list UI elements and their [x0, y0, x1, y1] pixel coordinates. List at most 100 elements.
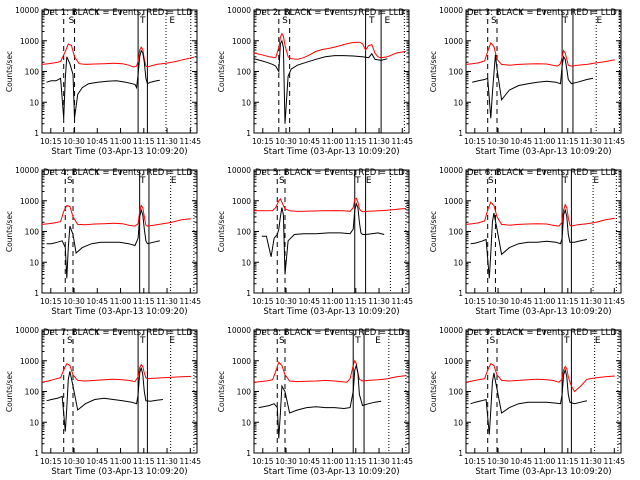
x-tick-label: 10:45 [86, 457, 108, 466]
y-tick-label: 1 [34, 289, 39, 298]
x-tick-label: 10:30 [487, 137, 509, 146]
marker-label: S [67, 336, 73, 346]
y-tick-label: 100 [25, 228, 40, 237]
marker-label: T [354, 176, 361, 186]
x-tick-label: 11:45 [603, 137, 625, 146]
y-tick-label: 1000 [444, 357, 463, 366]
marker-label: E [366, 176, 372, 186]
marker-label: E [595, 336, 601, 346]
y-tick-label: 100 [237, 228, 252, 237]
y-tick-label: 1000 [444, 37, 463, 46]
y-tick-label: 1000 [232, 197, 251, 206]
y-tick-label: 10000 [227, 326, 251, 335]
x-axis-label: Start Time (03-Apr-13 10:09:20) [51, 467, 187, 477]
marker-label: S [67, 176, 73, 186]
marker-label: S [488, 176, 494, 186]
x-tick-label: 10:45 [86, 137, 108, 146]
x-tick-label: 10:15 [40, 137, 62, 146]
x-tick-label: 10:15 [40, 297, 62, 306]
marker-label: T [561, 16, 568, 26]
x-tick-label: 11:45 [391, 137, 413, 146]
x-tick-label: 11:15 [557, 457, 579, 466]
marker-label: E [171, 176, 177, 186]
y-tick-label: 1000 [20, 37, 39, 46]
x-tick-label: 11:00 [534, 457, 556, 466]
x-tick-label: 10:15 [464, 457, 486, 466]
x-tick-label: 10:45 [86, 297, 108, 306]
x-tick-label: 10:15 [252, 297, 274, 306]
x-tick-label: 11:15 [133, 457, 155, 466]
marker-label: S [279, 336, 285, 346]
y-tick-label: 10 [29, 258, 39, 267]
x-axis-label: Start Time (03-Apr-13 10:09:20) [51, 307, 187, 317]
x-tick-label: 10:30 [275, 457, 297, 466]
x-tick-label: 11:15 [133, 137, 155, 146]
marker-label: E [169, 16, 175, 26]
x-tick-label: 11:15 [557, 297, 579, 306]
y-tick-label: 1 [458, 129, 463, 138]
lld-series-line [465, 201, 615, 227]
panel-title: Det 2: BLACK = Events, RED = LLD [255, 8, 405, 18]
x-tick-label: 10:45 [298, 137, 320, 146]
y-tick-label: 1000 [232, 357, 251, 366]
x-tick-label: 11:00 [322, 457, 344, 466]
lld-series-line [465, 41, 615, 67]
x-tick-label: 10:15 [464, 137, 486, 146]
marker-label: E [169, 336, 175, 346]
y-tick-label: 1000 [444, 197, 463, 206]
y-tick-label: 10 [453, 98, 463, 107]
y-tick-label: 10000 [15, 6, 39, 15]
x-tick-label: 11:30 [368, 457, 390, 466]
y-axis-label: Counts/sec [5, 51, 14, 92]
x-tick-label: 11:30 [580, 297, 602, 306]
marker-label: T [139, 176, 146, 186]
panel-title: Det 4: BLACK = Events, RED = LLD [43, 168, 193, 178]
panel-title: Det 9: BLACK = Events, RED = LLD [467, 328, 617, 338]
y-axis-label: Counts/sec [217, 51, 226, 92]
marker-label: E [596, 16, 602, 26]
y-tick-label: 1 [34, 129, 39, 138]
x-tick-label: 11:15 [133, 297, 155, 306]
x-tick-label: 10:45 [510, 457, 532, 466]
x-tick-label: 10:15 [252, 137, 274, 146]
y-tick-label: 10 [241, 418, 251, 427]
x-axis-label: Start Time (03-Apr-13 10:09:20) [475, 147, 611, 157]
x-tick-label: 11:00 [110, 457, 132, 466]
lld-series-line [41, 204, 191, 227]
events-series-line [253, 39, 388, 124]
y-tick-label: 10000 [15, 166, 39, 175]
x-tick-label: 10:30 [275, 297, 297, 306]
marker-label: S [491, 16, 497, 26]
x-tick-label: 10:15 [464, 297, 486, 306]
plot-frame [41, 9, 198, 134]
panel-title: Det 5: BLACK = Events, RED = LLD [255, 168, 405, 178]
x-tick-label: 11:00 [322, 137, 344, 146]
events-series-line [46, 208, 160, 279]
y-tick-label: 10000 [227, 166, 251, 175]
x-tick-label: 11:45 [603, 297, 625, 306]
events-series-line [470, 208, 588, 279]
x-axis-label: Start Time (03-Apr-13 10:09:20) [475, 467, 611, 477]
x-tick-label: 11:30 [368, 297, 390, 306]
x-tick-label: 11:15 [345, 457, 367, 466]
y-tick-label: 100 [237, 388, 252, 397]
plot-frame [41, 329, 198, 454]
lld-series-line [253, 32, 406, 60]
x-tick-label: 10:45 [510, 137, 532, 146]
x-tick-label: 10:30 [487, 297, 509, 306]
x-tick-label: 10:30 [275, 137, 297, 146]
marker-label: E [375, 336, 381, 346]
x-tick-label: 11:00 [110, 297, 132, 306]
x-tick-label: 11:45 [603, 457, 625, 466]
y-tick-label: 100 [237, 68, 252, 77]
x-axis-label: Start Time (03-Apr-13 10:09:20) [475, 307, 611, 317]
panel-title: Det 3: BLACK = Events, RED = LLD [467, 8, 617, 18]
events-series-line [261, 202, 385, 275]
x-axis-label: Start Time (03-Apr-13 10:09:20) [263, 147, 399, 157]
y-tick-label: 10 [453, 258, 463, 267]
plot-frame [253, 9, 410, 134]
